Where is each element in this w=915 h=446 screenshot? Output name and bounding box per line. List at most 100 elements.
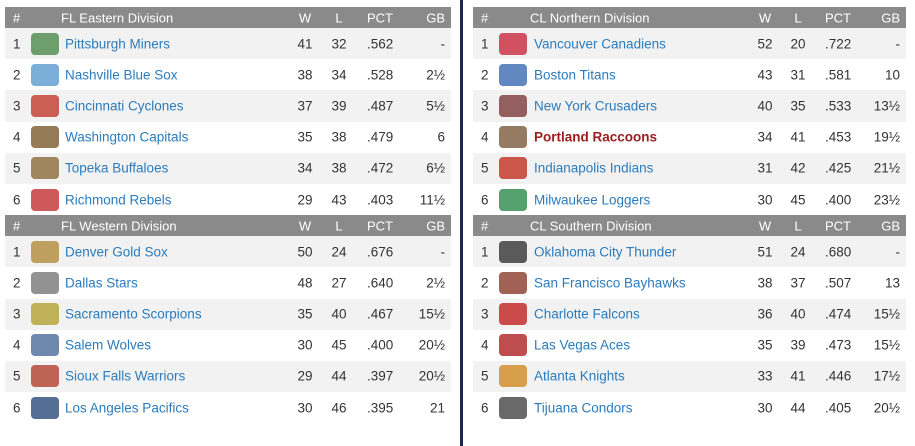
team-logo-icon <box>499 63 527 86</box>
team-name-link[interactable]: Atlanta Knights <box>534 368 625 384</box>
team-name-link[interactable]: Tijuana Condors <box>534 400 633 416</box>
team-rank: 6 <box>13 192 21 208</box>
team-name-link[interactable]: Los Angeles Pacifics <box>65 400 189 416</box>
team-row: 4 Portland Raccoons 34 41 .453 19½ <box>473 121 906 153</box>
team-name-link[interactable]: Boston Titans <box>534 67 616 83</box>
team-wins: 50 <box>297 244 313 260</box>
panel-divider <box>460 0 463 446</box>
team-name-link[interactable]: Washington Capitals <box>65 129 189 145</box>
pct-column-header[interactable]: PCT <box>367 10 393 25</box>
losses-column-header[interactable]: L <box>794 10 802 25</box>
division-title: CL Northern Division <box>530 10 650 25</box>
team-wins: 34 <box>757 129 773 145</box>
team-logo-icon <box>31 334 59 357</box>
team-name-link[interactable]: Oklahoma City Thunder <box>534 244 677 260</box>
team-wins: 30 <box>757 192 773 208</box>
team-row: 5 Indianapolis Indians 31 42 .425 21½ <box>473 152 906 184</box>
gb-column-header[interactable]: GB <box>426 218 445 234</box>
team-row: 1 Oklahoma City Thunder 51 24 .680 - <box>473 236 906 268</box>
team-name-link[interactable]: Richmond Rebels <box>65 192 172 208</box>
team-wins: 36 <box>757 306 773 322</box>
wins-column-header[interactable]: W <box>758 10 772 25</box>
team-name-link[interactable]: Denver Gold Sox <box>65 244 168 260</box>
gb-column-header[interactable]: GB <box>881 218 900 234</box>
team-name-link[interactable]: Sacramento Scorpions <box>65 306 202 322</box>
team-games-behind: - <box>440 244 446 260</box>
team-name-link[interactable]: Nashville Blue Sox <box>65 67 178 83</box>
team-wins: 51 <box>757 244 773 260</box>
team-logo-icon <box>31 303 59 326</box>
team-games-behind: 15½ <box>873 306 900 322</box>
team-name-link[interactable]: Las Vegas Aces <box>534 337 631 353</box>
team-logo-icon <box>499 365 527 388</box>
team-games-behind: 20½ <box>418 368 445 384</box>
team-row: 2 San Francisco Bayhawks 38 37 .507 13 <box>473 267 906 298</box>
team-rank: 5 <box>13 368 21 384</box>
team-name-link[interactable]: Cincinnati Cyclones <box>65 98 184 114</box>
team-rank: 3 <box>13 98 21 114</box>
team-row: 2 Nashville Blue Sox 38 34 .528 2½ <box>5 59 451 91</box>
division-title: FL Eastern Division <box>61 10 174 25</box>
team-losses: 24 <box>331 244 347 260</box>
team-losses: 39 <box>331 98 347 114</box>
team-name-link[interactable]: Vancouver Canadiens <box>534 36 666 52</box>
team-name-link[interactable]: Pittsburgh Miners <box>65 36 171 52</box>
pct-column-header[interactable]: PCT <box>367 218 393 234</box>
team-row: 5 Topeka Buffaloes 34 38 .472 6½ <box>5 152 451 184</box>
team-losses: 38 <box>331 160 347 176</box>
team-wins: 52 <box>757 36 773 52</box>
team-name-link[interactable]: Sioux Falls Warriors <box>65 368 186 384</box>
team-losses: 32 <box>331 36 347 52</box>
team-wins: 30 <box>297 400 313 416</box>
cl-standings-panel: # CL Northern Division W L PCT GB 1 Vanco… <box>473 7 906 423</box>
team-games-behind: 13 <box>884 275 900 291</box>
pct-column-header[interactable]: PCT <box>825 218 851 234</box>
team-row: 4 Salem Wolves 30 45 .400 20½ <box>5 330 451 361</box>
team-pct: .680 <box>825 244 852 260</box>
team-rank: 6 <box>481 192 489 208</box>
team-name-link[interactable]: Dallas Stars <box>65 275 138 291</box>
team-name-link[interactable]: Portland Raccoons <box>534 129 658 145</box>
team-name-link[interactable]: Topeka Buffaloes <box>65 160 169 176</box>
rank-column-header: # <box>481 218 489 234</box>
team-name-link[interactable]: New York Crusaders <box>534 98 658 114</box>
losses-column-header[interactable]: L <box>794 218 802 234</box>
team-games-behind: 15½ <box>418 306 445 322</box>
losses-column-header[interactable]: L <box>335 218 343 234</box>
team-wins: 29 <box>297 192 313 208</box>
team-games-behind: 13½ <box>873 98 900 114</box>
wins-column-header[interactable]: W <box>298 10 312 25</box>
team-rank: 2 <box>481 275 489 291</box>
team-name-link[interactable]: Charlotte Falcons <box>534 306 640 322</box>
team-pct: .722 <box>825 36 852 52</box>
wins-column-header[interactable]: W <box>298 218 312 234</box>
team-pct: .487 <box>367 98 394 114</box>
losses-column-header[interactable]: L <box>335 10 343 25</box>
team-games-behind: 20½ <box>873 400 900 416</box>
team-logo-icon <box>499 188 527 211</box>
team-losses: 35 <box>790 98 806 114</box>
team-pct: .479 <box>367 129 394 145</box>
team-pct: .533 <box>825 98 852 114</box>
team-name-link[interactable]: Indianapolis Indians <box>534 160 654 176</box>
team-pct: .400 <box>825 192 852 208</box>
team-pct: .467 <box>367 306 394 322</box>
wins-column-header[interactable]: W <box>758 218 772 234</box>
team-rank: 5 <box>481 160 489 176</box>
team-name-link[interactable]: Milwaukee Loggers <box>534 192 651 208</box>
team-pct: .581 <box>825 67 852 83</box>
team-row: 3 New York Crusaders 40 35 .533 13½ <box>473 90 906 122</box>
team-name-link[interactable]: Salem Wolves <box>65 337 152 353</box>
team-games-behind: 21½ <box>873 160 900 176</box>
team-logo-icon <box>31 126 59 149</box>
pct-column-header[interactable]: PCT <box>825 10 851 25</box>
team-games-behind: 20½ <box>418 337 445 353</box>
gb-column-header[interactable]: GB <box>426 10 445 25</box>
gb-column-header[interactable]: GB <box>881 10 900 25</box>
team-logo-icon <box>499 396 527 419</box>
team-logo-icon <box>499 303 527 326</box>
team-name-link[interactable]: San Francisco Bayhawks <box>534 275 686 291</box>
team-pct: .528 <box>367 67 394 83</box>
team-rank: 2 <box>13 67 21 83</box>
team-pct: .446 <box>825 368 852 384</box>
